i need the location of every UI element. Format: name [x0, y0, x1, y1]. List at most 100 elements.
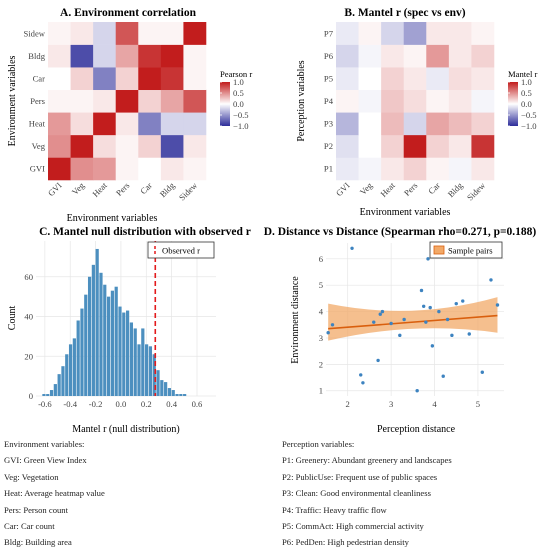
heatmap-cell [183, 89, 207, 113]
heatmap-cell [138, 22, 162, 45]
panel-a-colorbar [220, 82, 230, 126]
histogram-bar [65, 354, 69, 396]
scatter-point [426, 257, 430, 261]
panel-b-x-tick-labels: GVI Veg Heat Pers Car Bldg Sidew [334, 180, 488, 203]
heatmap-cell [448, 67, 472, 91]
histogram-bar [152, 354, 156, 396]
panel-a-x-tick-labels: GVI Veg Heat Pers Car Bldg Sidew [46, 180, 200, 203]
heatmap-cell [381, 22, 405, 45]
panel-a-y-axis-label: Environment variables [7, 55, 18, 146]
heatmap-x-tick-label: Veg [358, 180, 375, 197]
panel-b-heatmap: B. Mantel r (spec vs env) P1 P2 P3 P4 P5 P6 P7… [296, 7, 537, 218]
heatmap-y-tick-label: P1 [324, 164, 333, 174]
panel-c-legend: Observed r [147, 241, 215, 259]
panel-d-scatter: D. Distance vs Distance (Spearman rho=0.… [264, 226, 537, 435]
heatmap-cell [403, 89, 427, 113]
panel-d-y-tick-label: 2 [319, 359, 323, 369]
panel-c-y-axis-label: Count [7, 306, 18, 331]
histogram-bar [129, 322, 134, 396]
perception-note-item: P1: Greenery: Abundant greenery and land… [282, 455, 452, 466]
heatmap-x-tick-label: GVI [46, 180, 64, 198]
heatmap-cell [138, 67, 162, 91]
panel-a-legend-title: Pearson r [220, 69, 252, 79]
histogram-bar [95, 248, 99, 396]
heatmap-cell [403, 44, 427, 68]
heatmap-cell [381, 134, 405, 158]
panel-c-bars [42, 248, 187, 396]
heatmap-x-tick-label: Heat [90, 180, 109, 199]
heatmap-cell [471, 44, 495, 68]
panel-b-colorbar-legend: Mantel r 1.00.50.0−0.5−1.0 [508, 69, 537, 131]
perception-variable-notes: Perception variables: P1: Greenery: Abun… [282, 436, 452, 551]
panel-c-title: C. Mantel null distribution with observe… [39, 226, 251, 238]
histogram-bar [133, 328, 137, 396]
environment-note-item: Bldg: Building area [4, 537, 72, 548]
figure-canvas: A. Environment correlation GVIVegHeatPer… [7, 7, 537, 435]
heatmap-cell [358, 134, 382, 158]
environment-note-item: Veg: Vegetation [4, 471, 59, 482]
panel-d-legend-key [433, 245, 445, 255]
histogram-bar [46, 394, 50, 396]
heatmap-cell [426, 89, 450, 113]
histogram-bar [137, 344, 141, 396]
heatmap-cell [138, 134, 162, 158]
heatmap-y-tick-label: Veg [32, 141, 46, 151]
heatmap-cell [183, 67, 207, 91]
perception-note-item: P3: Clean: Good environmental cleanlines… [282, 488, 431, 499]
heatmap-cell [183, 112, 207, 136]
heatmap-cell [448, 157, 472, 181]
heatmap-cell [358, 157, 382, 181]
environment-notes-title: Environment variables: [4, 439, 85, 449]
heatmap-cell [70, 134, 94, 158]
heatmap-y-tick-label: P6 [324, 51, 334, 61]
heatmap-x-tick-label: Sidew [465, 180, 488, 203]
heatmap-cell [48, 157, 71, 181]
panel-c-y-tick-label: 0 [29, 391, 33, 401]
panel-d-x-tick-labels: 2 3 4 5 [346, 399, 481, 409]
panel-a-colorbar-ticks: 1.00.50.0−0.5−1.0 [220, 77, 249, 131]
histogram-bar [80, 308, 84, 396]
heatmap-cell [48, 134, 71, 158]
heatmap-cell [471, 22, 495, 45]
heatmap-cell [448, 134, 472, 158]
heatmap-cell [93, 112, 117, 136]
histogram-bar [164, 382, 168, 396]
heatmap-x-tick-label: Sidew [177, 180, 200, 203]
panel-d-y-tick-label: 1 [319, 386, 323, 396]
panel-c-x-tick-label: -0.6 [38, 399, 52, 409]
scatter-point [398, 333, 402, 338]
heatmap-cell [115, 22, 139, 45]
colorbar-tick-label: 0.5 [521, 88, 532, 98]
scatter-point [461, 299, 465, 303]
heatmap-cell [336, 134, 359, 158]
heatmap-y-tick-label: Car [33, 73, 46, 83]
heatmap-cell [471, 157, 495, 181]
heatmap-cell [336, 67, 359, 91]
heatmap-cell [426, 134, 450, 158]
heatmap-cell [48, 112, 71, 136]
colorbar-tick-label: 0.5 [233, 88, 244, 98]
panel-c-x-tick-label: -0.4 [63, 399, 77, 409]
panel-d-legend-label: Sample pairs [448, 246, 493, 256]
heatmap-x-tick-label: Pers [402, 180, 420, 198]
panel-d-x-tick-label: 5 [476, 399, 480, 409]
histogram-bar [145, 344, 149, 396]
heatmap-cell [426, 157, 450, 181]
scatter-point [372, 320, 376, 324]
heatmap-y-tick-label: P7 [324, 28, 334, 38]
heatmap-y-tick-label: Heat [29, 119, 46, 129]
heatmap-y-tick-label: Pers [30, 96, 45, 106]
histogram-bar [103, 284, 107, 396]
heatmap-cell [48, 67, 71, 91]
heatmap-x-tick-label: Car [426, 180, 442, 196]
histogram-bar [76, 320, 80, 396]
colorbar-tick-label: 0.0 [233, 99, 244, 109]
perception-note-item: P6: PedDen: High pedestrian density [282, 537, 409, 548]
histogram-bar [84, 294, 88, 396]
heatmap-cell [471, 67, 495, 91]
heatmap-cell [381, 112, 405, 136]
histogram-bar [53, 384, 57, 396]
scatter-point [430, 344, 435, 348]
histogram-bar [99, 272, 103, 396]
heatmap-cell [93, 157, 117, 181]
